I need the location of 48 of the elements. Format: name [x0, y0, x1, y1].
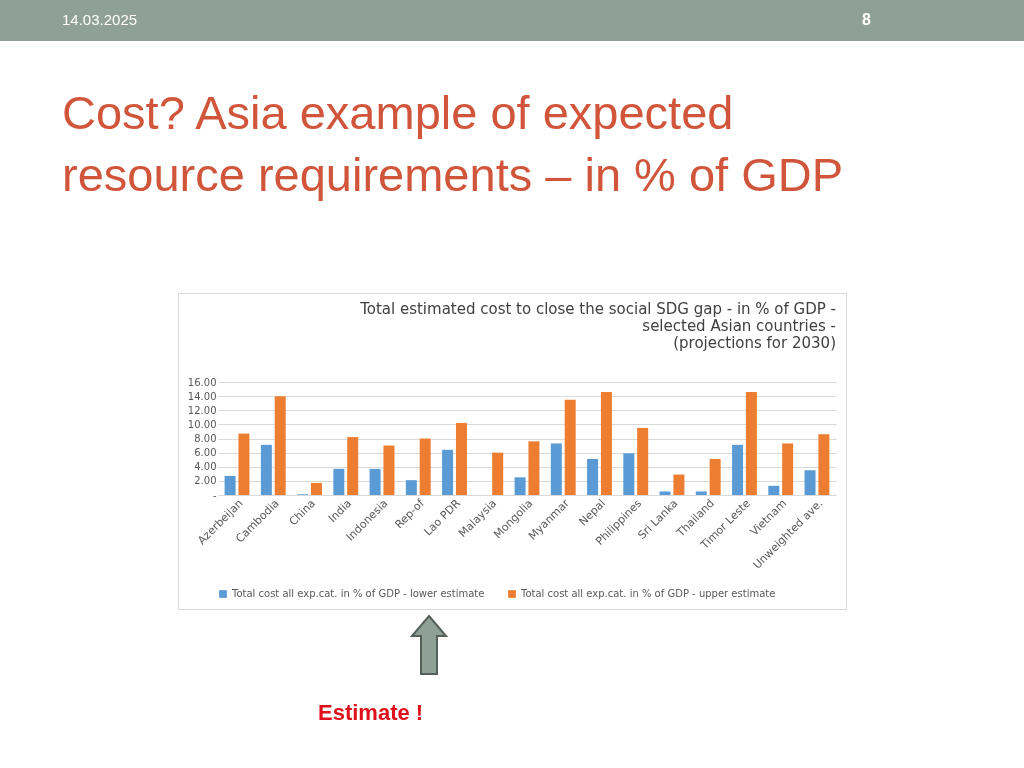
bar	[768, 485, 780, 495]
bar	[492, 452, 504, 495]
y-tick-label: -	[212, 489, 217, 501]
bar	[514, 477, 526, 495]
bar	[550, 443, 562, 495]
y-tick-label: 14.00	[187, 390, 217, 402]
bar	[587, 458, 599, 495]
y-tick-label: 4.00	[194, 461, 217, 473]
bar	[564, 399, 576, 495]
bar	[695, 491, 707, 495]
y-tick-label: 16.00	[187, 376, 217, 388]
y-tick-label: 12.00	[187, 404, 217, 416]
y-tick-label: 10.00	[187, 418, 217, 430]
bar	[347, 437, 359, 495]
chart-title: Cost? Asia example of expected resource requirements – in % of GDP	[62, 85, 845, 203]
bar	[383, 445, 395, 495]
bar	[732, 444, 744, 495]
legend-label: Total cost all exp.cat. in % of GDP - upper estimate	[520, 588, 776, 599]
bar	[405, 480, 417, 495]
bar	[673, 474, 685, 495]
text: 8	[862, 11, 871, 29]
bar	[224, 475, 236, 495]
text: 14.03.2025	[62, 11, 138, 28]
bar	[310, 482, 322, 495]
y-tick-label: 8.00	[194, 433, 217, 444]
bar	[442, 449, 454, 495]
bar	[274, 396, 286, 495]
bar	[369, 468, 381, 495]
bar	[804, 470, 816, 495]
bar	[623, 453, 635, 495]
bar	[637, 427, 649, 495]
y-tick-label: 2.00	[194, 475, 217, 487]
bar	[600, 391, 612, 495]
text: Estimate !	[318, 700, 424, 726]
legend-label: Total cost all exp.cat. in % of GDP - lower estimate	[231, 588, 485, 599]
y-tick-label: 6.00	[194, 447, 217, 459]
bar	[238, 433, 250, 495]
bar	[333, 468, 345, 495]
bar	[818, 434, 830, 495]
bar	[419, 438, 431, 495]
chart-subtitle: Total estimated cost to close the social SDG gap - in % of GDP - selected Asian countries - (projections for 2030)	[359, 300, 836, 352]
bar	[709, 458, 721, 495]
bar	[260, 444, 272, 495]
bar	[659, 491, 671, 495]
bar	[528, 441, 540, 495]
bar	[455, 422, 467, 495]
bar	[782, 443, 794, 495]
bar	[745, 391, 757, 495]
